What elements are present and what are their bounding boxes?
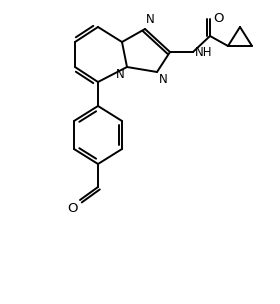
Text: NH: NH — [195, 46, 213, 58]
Text: N: N — [159, 73, 168, 86]
Text: N: N — [116, 68, 125, 81]
Text: O: O — [67, 202, 78, 215]
Text: N: N — [146, 13, 155, 26]
Text: O: O — [213, 12, 223, 25]
